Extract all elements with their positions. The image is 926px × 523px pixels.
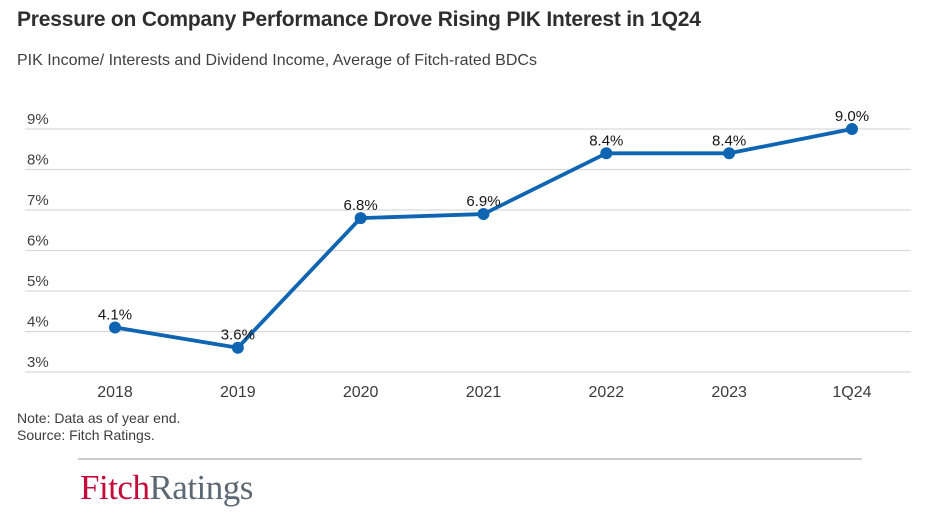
- logo-fitch-text: Fitch: [80, 468, 150, 507]
- data-point-label: 8.4%: [712, 132, 746, 149]
- x-axis-tick-label: 2023: [711, 384, 747, 401]
- data-point-marker: [723, 147, 736, 160]
- x-axis-tick-label: 2018: [97, 384, 133, 401]
- data-point-label: 6.9%: [466, 193, 500, 210]
- y-axis-tick-label: 6%: [27, 233, 49, 250]
- data-point-marker: [109, 321, 121, 334]
- source-text: Source: Fitch Ratings.: [17, 427, 155, 443]
- trend-line: [113, 127, 854, 350]
- data-point-label: 3.6%: [221, 327, 255, 344]
- x-axis-tick-label: 2019: [220, 384, 256, 401]
- data-point-marker: [600, 147, 613, 160]
- data-point-label: 9.0%: [835, 108, 869, 125]
- chart-title: Pressure on Company Performance Drove Ri…: [17, 8, 701, 31]
- y-axis-tick-label: 5%: [27, 273, 49, 290]
- chart-subtitle: PIK Income/ Interests and Dividend Incom…: [17, 52, 537, 69]
- x-axis-tick-label: 2022: [589, 384, 625, 401]
- x-axis-tick-label: 1Q24: [832, 384, 871, 401]
- data-point-label: 6.8%: [344, 197, 378, 214]
- logo-ratings-text: Ratings: [149, 468, 253, 507]
- y-axis-tick-label: 4%: [27, 314, 49, 331]
- y-axis-tick-label: 3%: [27, 354, 49, 371]
- y-axis-tick-label: 7%: [27, 192, 49, 209]
- divider: [78, 458, 862, 460]
- data-point-marker: [845, 123, 858, 135]
- note-text: Note: Data as of year end.: [17, 410, 181, 426]
- data-point-label: 8.4%: [589, 132, 623, 149]
- fitchratings-logo: FitchRatings: [80, 468, 253, 508]
- data-point-marker: [477, 208, 490, 221]
- data-point-label: 4.1%: [98, 306, 132, 323]
- x-axis-tick-label: 2020: [343, 384, 379, 401]
- data-point-marker: [354, 212, 367, 225]
- data-point-marker: [231, 341, 244, 354]
- x-axis-tick-label: 2021: [466, 384, 502, 401]
- y-axis-tick-label: 9%: [27, 111, 49, 128]
- y-axis-tick-label: 8%: [27, 152, 49, 169]
- footnotes: Note: Data as of year end. Source: Fitch…: [17, 410, 180, 444]
